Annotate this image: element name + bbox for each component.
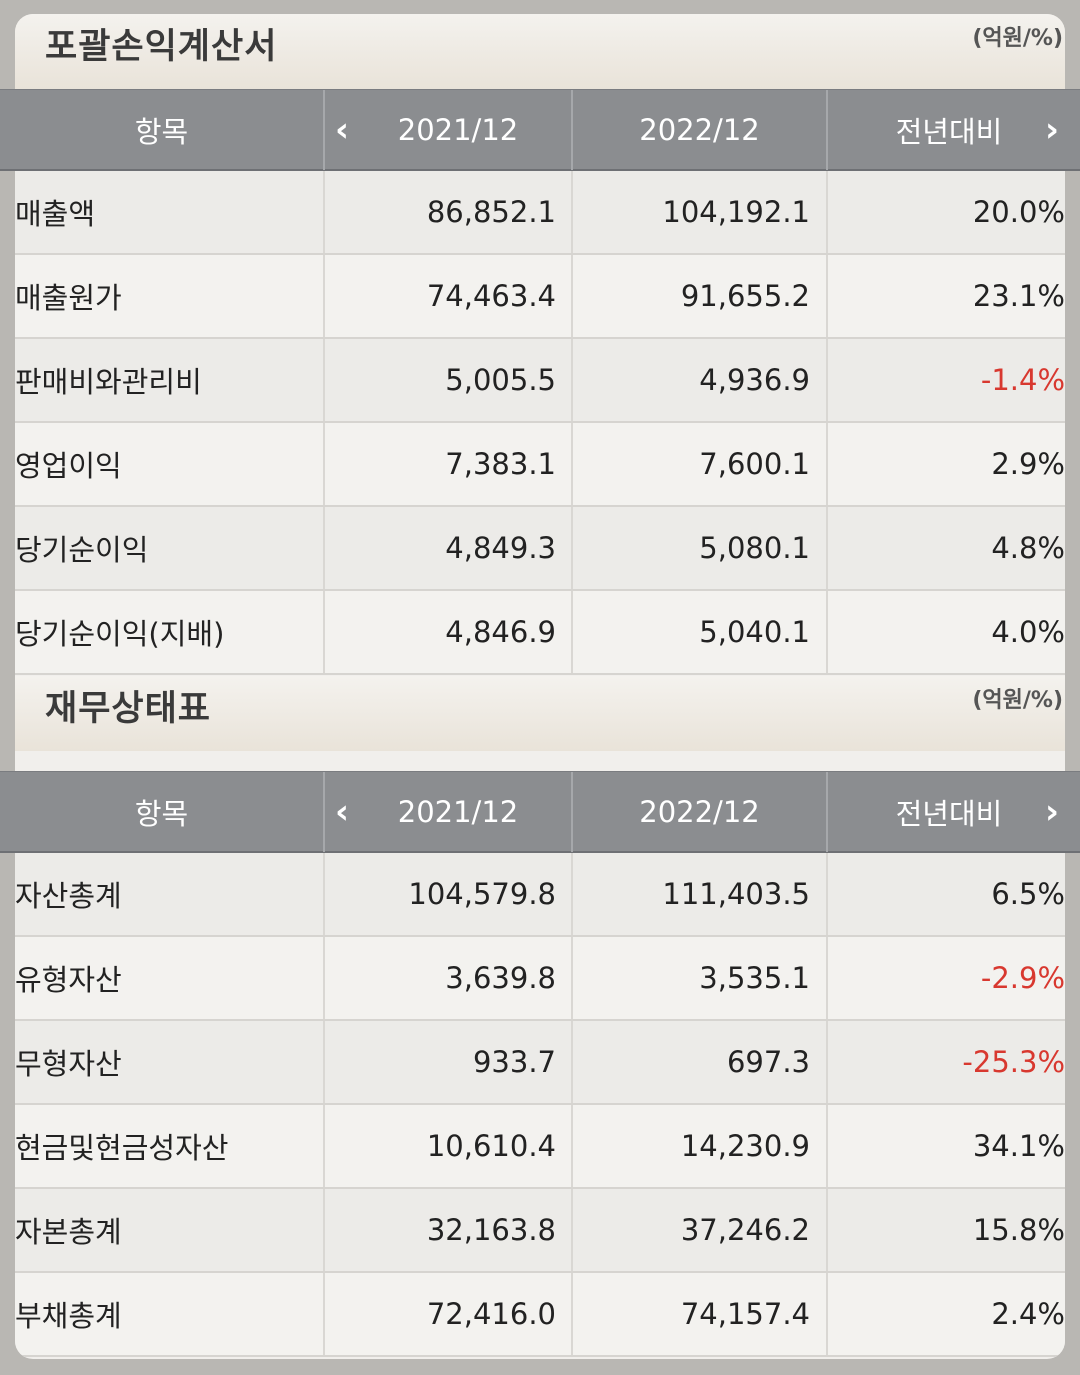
value-yoy: 34.1% <box>972 1129 1065 1163</box>
row-label: 매출원가 <box>15 255 325 337</box>
income-header-2021: 2021/12 <box>325 90 573 170</box>
value-2022: 697.3 <box>573 1021 828 1103</box>
balance-section-header: 재무상태표 (억원/%) <box>15 676 1065 751</box>
value-yoy: -1.4% <box>980 363 1065 397</box>
value-2021: 933.7 <box>325 1021 573 1103</box>
value-2022: 7,600.1 <box>573 423 828 505</box>
chevron-left-icon[interactable]: ‹ <box>335 792 350 832</box>
table-row[interactable]: 영업이익 7,383.1 7,600.1 2.9% <box>15 423 1065 507</box>
balance-unit-label: (억원/%) <box>972 688 1063 713</box>
table-row[interactable]: 무형자산 933.7 697.3 -25.3% <box>15 1021 1065 1105</box>
value-yoy: -2.9% <box>980 961 1065 995</box>
value-yoy: 2.9% <box>991 447 1065 481</box>
table-row[interactable]: 유형자산 3,639.8 3,535.1 -2.9% <box>15 937 1065 1021</box>
row-label: 판매비와관리비 <box>15 339 325 421</box>
row-label: 부채총계 <box>15 1273 325 1355</box>
value-yoy: 2.4% <box>991 1297 1065 1331</box>
table-row[interactable]: 자산총계 104,579.8 111,403.5 6.5% <box>15 853 1065 937</box>
table-row[interactable]: 매출액 86,852.1 104,192.1 20.0% <box>15 171 1065 255</box>
table-row[interactable]: 당기순이익 4,849.3 5,080.1 4.8% <box>15 507 1065 591</box>
value-2021: 5,005.5 <box>325 339 573 421</box>
value-2021: 4,849.3 <box>325 507 573 589</box>
table-row[interactable]: 판매비와관리비 5,005.5 4,936.9 -1.4% <box>15 339 1065 423</box>
value-yoy: 15.8% <box>972 1213 1065 1247</box>
income-section-header: 포괄손익계산서 (억원/%) <box>15 14 1065 89</box>
value-2021: 32,163.8 <box>325 1189 573 1271</box>
value-2021: 3,639.8 <box>325 937 573 1019</box>
value-2022: 14,230.9 <box>573 1105 828 1187</box>
value-2022: 104,192.1 <box>573 171 828 253</box>
row-label: 당기순이익(지배) <box>15 591 325 673</box>
value-2022: 74,157.4 <box>573 1273 828 1355</box>
table-row[interactable]: 매출원가 74,463.4 91,655.2 23.1% <box>15 255 1065 339</box>
value-2021: 4,846.9 <box>325 591 573 673</box>
value-yoy: 23.1% <box>972 279 1065 313</box>
income-unit-label: (억원/%) <box>972 26 1063 51</box>
value-yoy: 20.0% <box>972 195 1065 229</box>
table-row[interactable]: 부채총계 72,416.0 74,157.4 2.4% <box>15 1273 1065 1357</box>
income-header-item: 항목 <box>0 90 325 170</box>
value-2022: 3,535.1 <box>573 937 828 1019</box>
row-label: 자본총계 <box>15 1189 325 1271</box>
row-label: 현금및현금성자산 <box>15 1105 325 1187</box>
value-yoy: 4.0% <box>991 615 1065 649</box>
value-2022: 5,040.1 <box>573 591 828 673</box>
row-label: 영업이익 <box>15 423 325 505</box>
table-row[interactable]: 자본총계 32,163.8 37,246.2 15.8% <box>15 1189 1065 1273</box>
row-label: 당기순이익 <box>15 507 325 589</box>
income-title: 포괄손익계산서 <box>45 27 278 67</box>
value-2022: 111,403.5 <box>573 853 828 935</box>
chevron-right-icon[interactable]: › <box>1045 110 1060 150</box>
value-2021: 7,383.1 <box>325 423 573 505</box>
value-2022: 91,655.2 <box>573 255 828 337</box>
income-header-yoy: 전년대비 <box>895 115 1003 149</box>
value-2022: 5,080.1 <box>573 507 828 589</box>
balance-title: 재무상태표 <box>45 689 212 729</box>
table-row[interactable]: 현금및현금성자산 10,610.4 14,230.9 34.1% <box>15 1105 1065 1189</box>
value-yoy: 6.5% <box>991 877 1065 911</box>
value-yoy: 4.8% <box>991 531 1065 565</box>
value-2021: 72,416.0 <box>325 1273 573 1355</box>
value-2022: 4,936.9 <box>573 339 828 421</box>
income-table-header: 항목 2021/12 2022/12 전년대비 ‹ › <box>0 89 1080 171</box>
financial-card: 포괄손익계산서 (억원/%) 매출액 86,852.1 104,192.1 20.0%… <box>15 14 1065 1359</box>
value-2022: 37,246.2 <box>573 1189 828 1271</box>
chevron-left-icon[interactable]: ‹ <box>335 110 350 150</box>
row-label: 무형자산 <box>15 1021 325 1103</box>
value-2021: 86,852.1 <box>325 171 573 253</box>
balance-header-yoy: 전년대비 <box>895 797 1003 831</box>
row-label: 매출액 <box>15 171 325 253</box>
balance-table-header: 항목 2021/12 2022/12 전년대비 ‹ › <box>0 771 1080 853</box>
balance-header-2021: 2021/12 <box>325 772 573 852</box>
income-header-2022: 2022/12 <box>573 90 828 170</box>
value-2021: 10,610.4 <box>325 1105 573 1187</box>
value-2021: 74,463.4 <box>325 255 573 337</box>
chevron-right-icon[interactable]: › <box>1045 792 1060 832</box>
table-row[interactable]: 당기순이익(지배) 4,846.9 5,040.1 4.0% <box>15 591 1065 675</box>
balance-header-item: 항목 <box>0 772 325 852</box>
value-2021: 104,579.8 <box>325 853 573 935</box>
row-label: 유형자산 <box>15 937 325 1019</box>
value-yoy: -25.3% <box>962 1045 1065 1079</box>
balance-header-2022: 2022/12 <box>573 772 828 852</box>
row-label: 자산총계 <box>15 853 325 935</box>
